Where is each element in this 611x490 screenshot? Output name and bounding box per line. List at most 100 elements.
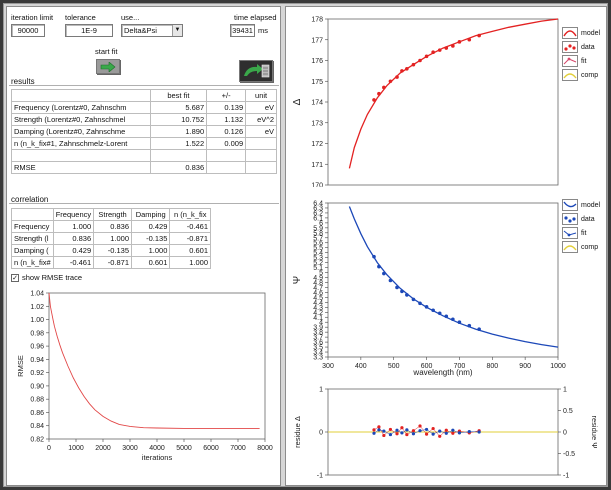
- results-unit: [245, 161, 277, 174]
- results-header-err: +/-: [206, 89, 247, 102]
- x-tick-label: 400: [355, 363, 367, 370]
- correlation-cell: 1.000: [130, 244, 171, 257]
- y-tick-label: 1.00: [30, 317, 44, 324]
- residue-delta-point: [418, 424, 422, 428]
- correlation-row: n (n_k_fix# -0.461 -0.871 0.601 1.000: [11, 256, 211, 269]
- fit-swatch-icon: [563, 57, 577, 65]
- delta-data-point: [395, 75, 399, 79]
- correlation-header: Frequency: [52, 208, 95, 221]
- residue-delta-point: [438, 434, 442, 438]
- time-unit: ms: [258, 26, 268, 35]
- y2-tick-label: -1: [563, 473, 569, 480]
- x-tick-label: 300: [322, 363, 334, 370]
- y-tick-label: 0.86: [30, 410, 44, 417]
- y2-axis-label: residue Ψ: [590, 416, 599, 449]
- legend-label: fit: [581, 57, 587, 65]
- correlation-cell: 0.601: [130, 256, 171, 269]
- legend-label: fit: [581, 229, 587, 237]
- psi-data-point: [444, 314, 449, 319]
- y-tick-label: 5.1: [313, 265, 323, 272]
- y-tick-label: 0.96: [30, 344, 44, 351]
- y-tick-label: 5.4: [313, 250, 323, 257]
- residue-chart: -1 0 1 -1 -0.5 0 0.5 1 residue Δ residue Ψ: [293, 387, 599, 480]
- y-tick-label: 3.9: [313, 325, 323, 332]
- correlation-cell: 0.836: [52, 232, 95, 245]
- correlation-row: Frequency 1.000 0.836 0.429 -0.461: [11, 220, 211, 233]
- x-tick-label: 1000: [550, 363, 566, 370]
- tolerance-input[interactable]: 1E-9: [65, 24, 113, 37]
- correlation-cell: 0.601: [169, 244, 211, 257]
- results-unit: eV: [245, 101, 277, 114]
- correlation-cell: -0.461: [169, 220, 211, 233]
- results-best-fit: 5.687: [149, 101, 208, 114]
- use-dropdown[interactable]: Delta&Psi ▼: [121, 24, 183, 37]
- correlation-row: Damping ( 0.429 -0.135 1.000 0.601: [11, 244, 211, 257]
- show-rmse-checkbox[interactable]: ✓ show RMSE trace: [11, 273, 82, 282]
- results-best-fit: 0.836: [149, 161, 208, 174]
- y-tick-label: 0.90: [30, 383, 44, 390]
- legend-fit[interactable]: fit: [562, 55, 586, 67]
- psi-data-point: [457, 320, 462, 325]
- y-axis-label: residue Δ: [293, 416, 302, 448]
- chevron-down-icon[interactable]: ▼: [172, 25, 182, 36]
- y-axis-label: RMSE: [16, 355, 25, 377]
- residue-delta-point: [395, 432, 399, 436]
- legend-data[interactable]: data: [562, 41, 595, 53]
- delta-legend: model data fit comp: [562, 27, 608, 97]
- correlation-header: Damping: [130, 208, 171, 221]
- y-tick-label: 4.9: [313, 275, 323, 282]
- residue-psi-point: [382, 429, 386, 433]
- checkbox-checked-icon[interactable]: ✓: [11, 273, 19, 282]
- right-panel: 170 171 172 173 174 175 176 177 178 Δ 3.3 3.4 3.5 3.…: [285, 6, 607, 486]
- legend-comp[interactable]: comp: [562, 69, 598, 81]
- results-table: best fit +/- unit Frequency (Lorentz#0, …: [11, 89, 277, 174]
- y-tick-label: 4.8: [313, 280, 323, 287]
- y-tick-label: 5.2: [313, 260, 323, 267]
- start-fit-button[interactable]: [96, 59, 120, 74]
- y-tick-label: 5.3: [313, 255, 323, 262]
- psi-data-point: [431, 308, 435, 313]
- delta-data-point: [418, 58, 422, 63]
- psi-data-point: [377, 264, 381, 269]
- residue-psi-point: [405, 428, 409, 432]
- residue-delta-point: [377, 425, 381, 429]
- legend-model[interactable]: model: [562, 199, 600, 211]
- legend-model[interactable]: model: [562, 27, 600, 39]
- results-unit: eV^2: [245, 113, 277, 126]
- results-row[interactable]: Frequency (Lorentz#0, Zahnschm 5.687 0.1…: [11, 101, 277, 114]
- y-tick-label: 0: [319, 430, 323, 437]
- y-tick-label: 174: [311, 100, 323, 107]
- correlation-table: Frequency Strength Damping n (n_k_fix Fr…: [11, 208, 211, 269]
- legend-data[interactable]: data: [562, 213, 595, 225]
- correlation-cell: 0.429: [130, 220, 171, 233]
- legend-fit[interactable]: fit: [562, 227, 586, 239]
- apply-fit-button[interactable]: [239, 60, 273, 82]
- y-axis-label: Ψ: [292, 276, 303, 284]
- residue-delta-point: [444, 428, 448, 432]
- legend-comp[interactable]: comp: [562, 241, 598, 253]
- y-tick-label: 0.82: [30, 437, 44, 444]
- legend-comp-swatch: [562, 69, 578, 81]
- legend-label: data: [581, 43, 595, 51]
- residue-delta-point: [372, 428, 376, 432]
- iteration-limit-input[interactable]: 90000: [11, 24, 45, 37]
- results-param-name: Damping (Lorentz#0, Zahnschme: [11, 125, 151, 138]
- psi-data-point: [400, 289, 404, 294]
- y-tick-label: -1: [317, 473, 323, 480]
- results-row[interactable]: Damping (Lorentz#0, Zahnschme 1.890 0.12…: [11, 125, 277, 138]
- comp-swatch-icon: [563, 73, 577, 79]
- y-tick-label: 3.3: [313, 355, 323, 362]
- correlation-header-row: Frequency Strength Damping n (n_k_fix: [11, 208, 211, 221]
- x-tick-label: 3000: [122, 445, 138, 452]
- y2-tick-label: 0.5: [563, 408, 573, 415]
- x-tick-label: 8000: [257, 445, 273, 452]
- results-param-name: n (n_k_fix#1, Zahnschmelz-Lorent: [11, 137, 151, 150]
- y-tick-label: 1.04: [30, 291, 44, 298]
- delta-data-point: [377, 91, 381, 96]
- correlation-cell: 1.000: [169, 256, 211, 269]
- results-row[interactable]: n (n_k_fix#1, Zahnschmelz-Lorent 1.522 0…: [11, 137, 277, 150]
- use-dropdown-value: Delta&Psi: [124, 26, 157, 35]
- y-tick-label: 0.98: [30, 330, 44, 337]
- results-row[interactable]: Strength (Lorentz#0, Zahnschmel 10.752 1…: [11, 113, 277, 126]
- y-tick-label: 176: [311, 58, 323, 65]
